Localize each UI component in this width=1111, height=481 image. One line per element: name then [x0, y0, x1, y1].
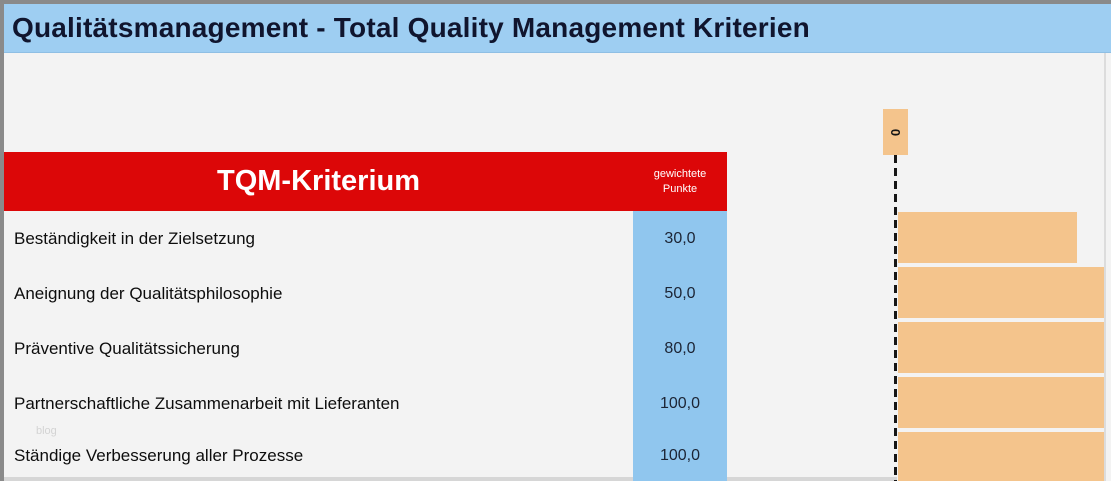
bar-chart-plot-area [898, 211, 1111, 481]
chart-bar [898, 267, 1104, 318]
table-row: Präventive Qualitätssicherung 80,0 [4, 321, 727, 376]
criterion-cell[interactable]: Beständigkeit in der Zielsetzung [14, 228, 255, 248]
table-header-points: gewichtete Punkte [633, 152, 727, 211]
table-row: Ständige Verbesserung aller Prozesse 100… [4, 431, 727, 481]
points-cell[interactable]: 80,0 [633, 321, 727, 376]
points-cell[interactable]: 50,0 [633, 266, 727, 321]
criterion-cell[interactable]: Ständige Verbesserung aller Prozesse [14, 446, 304, 465]
bottom-gridline [4, 477, 897, 481]
points-cell[interactable]: 100,0 [633, 376, 727, 431]
points-cell[interactable]: 100,0 [633, 431, 727, 481]
criterion-cell[interactable]: Partnerschaftliche Zusammenarbeit mit Li… [14, 393, 400, 413]
page-title: Qualitätsmanagement - Total Quality Mana… [12, 12, 810, 43]
table-row: Aneignung der Qualitätsphilosophie 50,0 [4, 266, 727, 321]
criterion-cell[interactable]: Präventive Qualitätssicherung [14, 338, 240, 358]
table-header-points-line2: Punkte [662, 182, 698, 195]
table-header-points-line1: gewichtete [653, 168, 707, 181]
axis-dashed-line [894, 155, 897, 481]
axis-tick-zero-label: 0 [887, 128, 903, 136]
chart-bar [898, 322, 1104, 373]
criterion-cell[interactable]: Aneignung der Qualitätsphilosophie [14, 283, 283, 303]
chart-bar [898, 432, 1104, 481]
axis-tick-zero: 0 [883, 109, 908, 155]
watermark-text: blog [36, 425, 57, 437]
table-header-row: TQM-Kriterium gewichtete Punkte [4, 152, 727, 211]
table-row: Beständigkeit in der Zielsetzung 30,0 [4, 211, 727, 266]
page-title-band: Qualitätsmanagement - Total Quality Mana… [4, 4, 1111, 53]
table-header-criterion: TQM-Kriterium [217, 165, 420, 197]
criteria-table-body: Beständigkeit in der Zielsetzung 30,0 An… [4, 211, 727, 481]
top-border [0, 0, 1111, 4]
chart-bar [898, 377, 1104, 428]
chart-right-gridline [1104, 53, 1106, 481]
chart-bar [898, 212, 1077, 263]
left-border [0, 0, 4, 481]
table-row: Partnerschaftliche Zusammenarbeit mit Li… [4, 376, 727, 431]
points-cell[interactable]: 30,0 [633, 211, 727, 266]
